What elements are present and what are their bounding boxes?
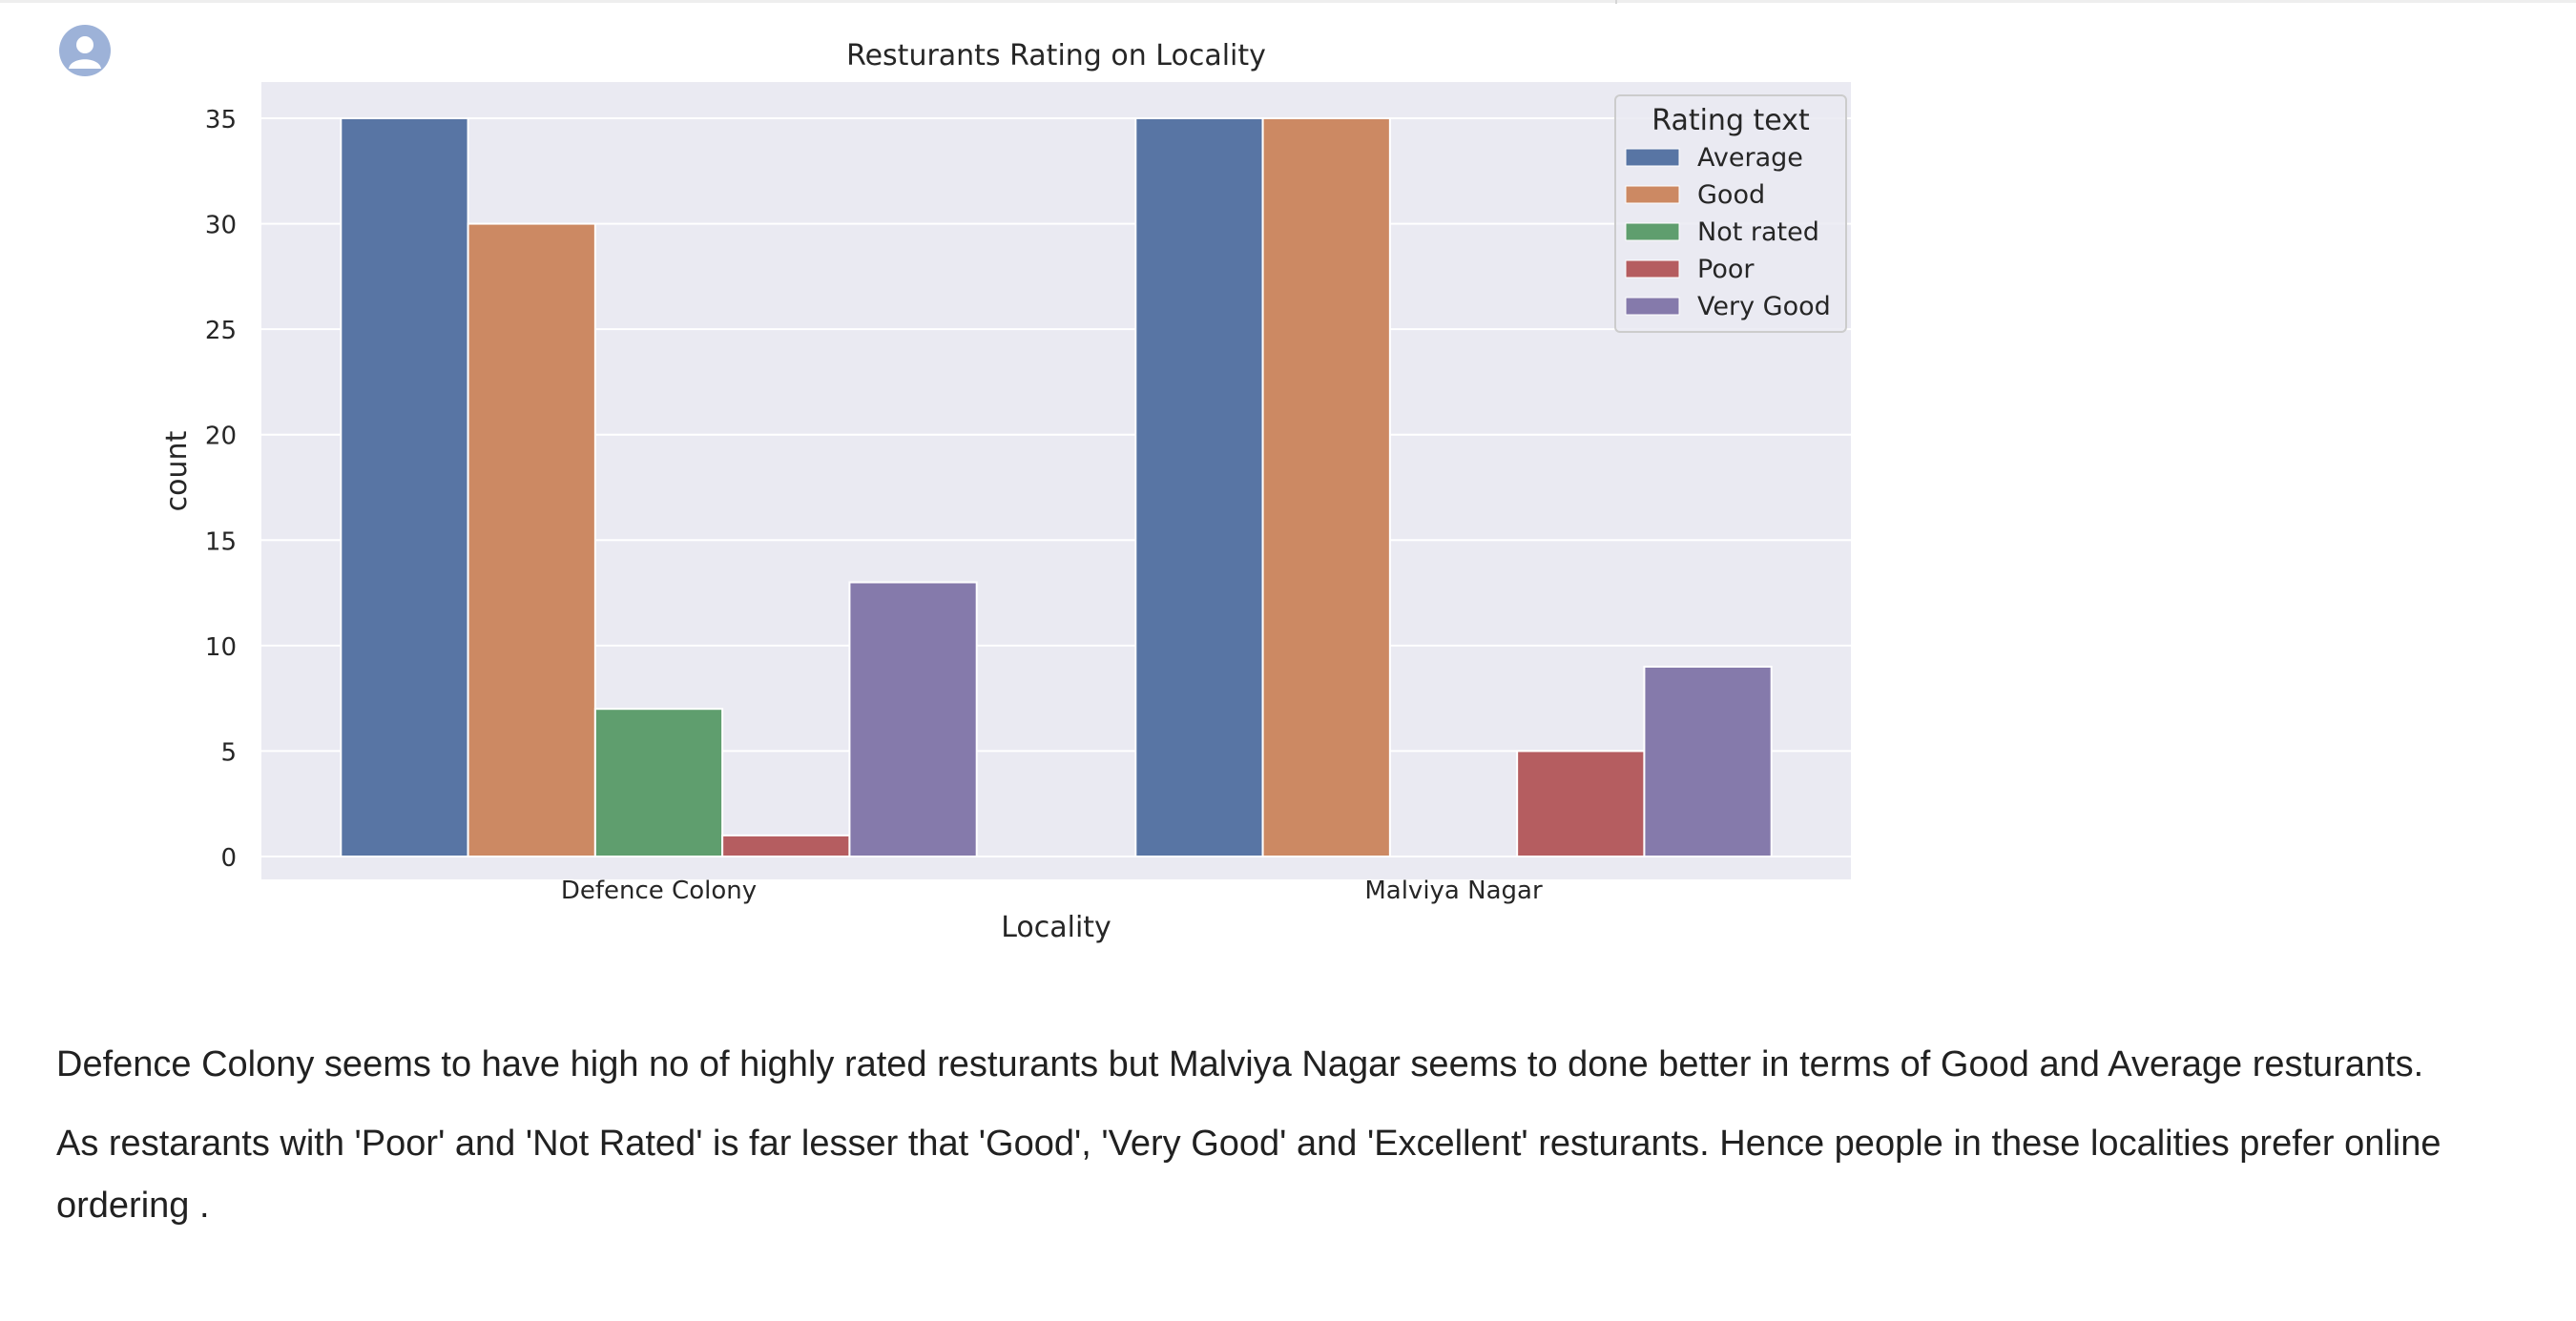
y-tick-label: 10: [205, 633, 237, 662]
x-tick-label: Defence Colony: [561, 877, 757, 905]
y-tick-label: 20: [205, 423, 237, 451]
y-tick-label: 0: [220, 844, 237, 873]
avatar-person-icon: [69, 36, 101, 69]
bar: [1134, 117, 1264, 857]
legend-label: Very Good: [1697, 292, 1831, 321]
y-tick-label: 15: [205, 527, 237, 556]
legend-swatch: [1625, 222, 1680, 241]
note-paragraph-1: Defence Colony seems to have high no of …: [56, 1044, 2424, 1084]
bars: [340, 117, 1773, 858]
legend-swatch: [1625, 259, 1680, 279]
y-tick-labels: 0 5 10 15 20 25 30 35: [205, 106, 237, 873]
bar: [1261, 117, 1391, 857]
y-tick-label: 35: [205, 106, 237, 134]
y-axis-label: count: [160, 430, 194, 511]
bar: [1643, 665, 1773, 857]
legend-swatch: [1625, 185, 1680, 204]
legend-label: Good: [1697, 180, 1765, 210]
note-paragraph-2: As restarants with 'Poor' and 'Not Rated…: [56, 1124, 2441, 1226]
legend: Rating text Average Good Not rated Poor Very…: [1614, 94, 1847, 333]
bar: [593, 708, 724, 858]
x-tick-labels: Defence Colony Malviya Nagar: [561, 877, 1543, 905]
legend-label: Poor: [1697, 255, 1755, 284]
legend-swatch: [1625, 148, 1680, 167]
legend-items: Average Good Not rated Poor Very Good: [1625, 143, 1831, 321]
y-tick-label: 5: [220, 738, 237, 767]
user-avatar-icon[interactable]: [59, 25, 111, 76]
notes-section: Defence Colony seems to have high no of …: [56, 1034, 2499, 1254]
top-divider-tick: [1615, 0, 1617, 4]
x-tick-label: Malviya Nagar: [1364, 877, 1543, 905]
bar: [1516, 750, 1646, 858]
bar-chart: Resturants Rating on Locality 0 5 10 15 20 25…: [160, 39, 1851, 944]
chart-title: Resturants Rating on Locality: [846, 39, 1266, 72]
y-tick-label: 25: [205, 317, 237, 345]
bar: [721, 834, 851, 858]
bar: [340, 117, 469, 857]
top-divider: [0, 0, 2576, 3]
y-tick-label: 30: [205, 212, 237, 240]
chart-container: Resturants Rating on Locality 0 5 10 15 20 25…: [134, 23, 1880, 967]
legend-label: Not rated: [1697, 217, 1819, 247]
x-axis-label: Locality: [1001, 911, 1111, 944]
legend-title: Rating text: [1652, 104, 1810, 137]
legend-swatch: [1625, 297, 1680, 316]
bar: [467, 222, 596, 858]
bar: [848, 581, 978, 857]
legend-label: Average: [1697, 143, 1803, 173]
